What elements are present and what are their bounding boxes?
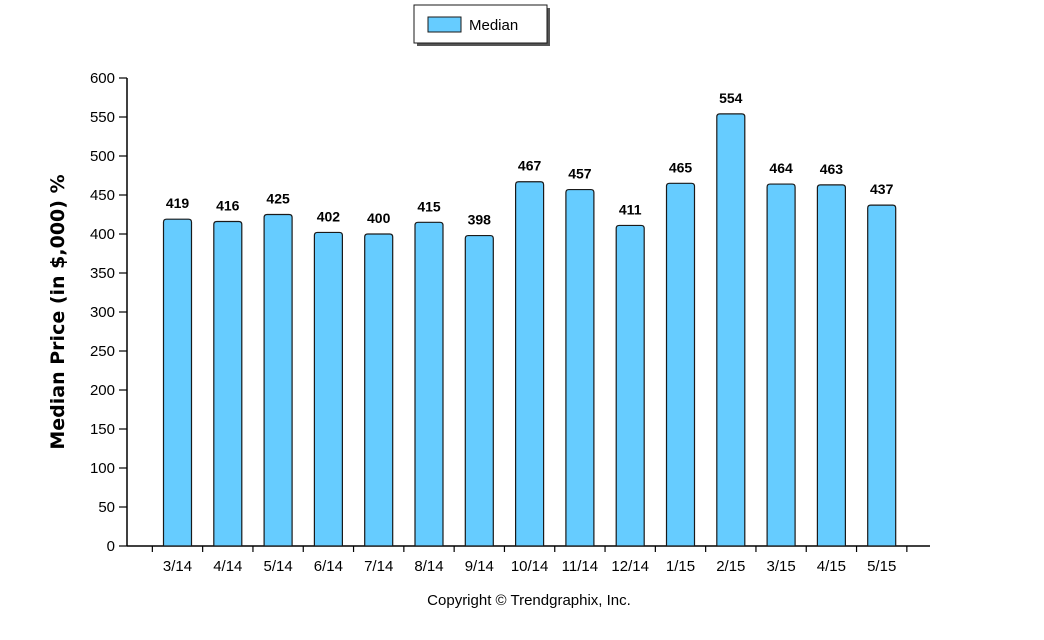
bar-4-15 — [816, 184, 846, 547]
x-tick-label: 6/14 — [314, 558, 343, 575]
data-label: 467 — [518, 158, 542, 174]
bar-3-15 — [766, 183, 796, 547]
x-tick-label: 5/15 — [867, 558, 896, 575]
bar-6-14 — [313, 231, 343, 547]
data-label: 411 — [619, 201, 642, 217]
x-tick-label: 10/14 — [511, 558, 549, 575]
bar-5-14 — [263, 213, 293, 547]
x-tick-label: 11/14 — [562, 558, 598, 575]
bar-3-14 — [162, 218, 193, 547]
bar-5-15 — [867, 204, 897, 547]
y-tick-label: 100 — [90, 460, 115, 477]
x-tick-label: 1/15 — [666, 558, 695, 575]
legend-entry-median: Median — [469, 17, 518, 34]
y-tick-label: 200 — [90, 382, 115, 399]
bar-1-15 — [665, 182, 696, 547]
data-label: 425 — [266, 191, 290, 207]
axes: 0 50 100 150 200 250 300 350 400 450 500 550 600 3/14… — [90, 70, 930, 575]
bar-7-14 — [364, 233, 394, 547]
bars — [162, 113, 897, 547]
bar-2-15 — [716, 113, 746, 547]
x-tick-label: 3/15 — [766, 558, 795, 575]
x-tick-label: 9/14 — [465, 558, 494, 575]
bar-8-14 — [414, 221, 444, 547]
legend: Median — [413, 4, 550, 46]
x-tick-label: 3/14 — [163, 558, 192, 575]
data-label: 463 — [820, 161, 844, 177]
data-label: 465 — [669, 159, 693, 175]
y-tick-label: 600 — [90, 70, 115, 87]
data-label: 437 — [870, 181, 894, 197]
y-tick-label: 50 — [98, 499, 115, 516]
y-tick-label: 400 — [90, 226, 115, 243]
data-label: 416 — [216, 198, 240, 214]
x-tick-label: 5/14 — [263, 558, 292, 575]
bar-10-14 — [515, 181, 545, 547]
y-tick-label: 300 — [90, 304, 115, 321]
y-tick-label: 150 — [90, 421, 115, 438]
legend-swatch — [427, 16, 462, 33]
bar-11-14 — [565, 188, 595, 547]
y-tick-label: 550 — [90, 109, 115, 126]
x-tick-label: 8/14 — [414, 558, 443, 575]
data-label: 398 — [468, 212, 492, 228]
x-tick-label: 12/14 — [611, 558, 649, 575]
bar-4-14 — [213, 220, 243, 547]
y-tick-label: 500 — [90, 148, 115, 165]
data-label: 457 — [568, 166, 592, 182]
x-tick-label: 2/15 — [716, 558, 745, 575]
data-labels: 419 416 425 402 400 415 398 467 457 411 465 554 464 4… — [166, 90, 894, 228]
x-tick-label: 4/14 — [213, 558, 242, 575]
data-label: 402 — [317, 208, 341, 224]
copyright-text: Copyright © Trendgraphix, Inc. — [427, 592, 631, 609]
x-tick-label: 4/15 — [817, 558, 846, 575]
y-tick-label: 0 — [107, 538, 115, 555]
x-tick-label: 7/14 — [364, 558, 393, 575]
data-label: 400 — [367, 210, 391, 226]
bar-9-14 — [464, 234, 494, 547]
y-tick-label: 250 — [90, 343, 115, 360]
bar-12-14 — [615, 224, 645, 547]
data-label: 554 — [719, 90, 743, 106]
y-tick-label: 350 — [90, 265, 115, 282]
y-axis-label: Median Price (in $,000) % — [47, 174, 69, 449]
data-label: 415 — [417, 198, 441, 214]
y-tick-label: 450 — [90, 187, 115, 204]
data-label: 419 — [166, 195, 190, 211]
data-label: 464 — [769, 160, 793, 176]
